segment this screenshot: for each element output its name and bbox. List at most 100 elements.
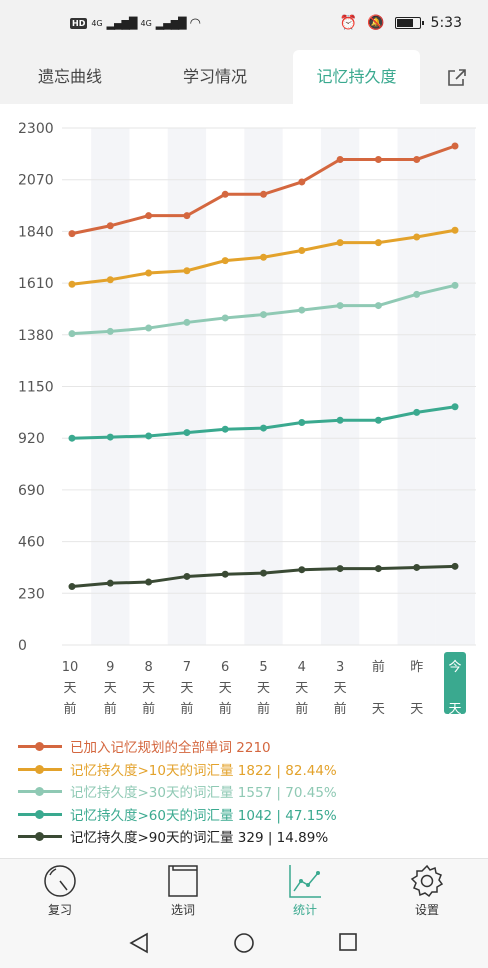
y-tick-label: 1150 <box>18 380 54 396</box>
x-tick-label: 前 <box>219 701 232 717</box>
data-point <box>68 434 76 442</box>
nav-statistics[interactable]: 统计 <box>265 859 345 921</box>
nav-statistics-label: 统计 <box>292 903 317 917</box>
data-point <box>413 408 421 416</box>
nav-settings[interactable]: 设置 <box>387 859 467 921</box>
data-point <box>68 280 76 288</box>
data-point <box>336 302 344 310</box>
x-tick-label: 7 <box>183 660 191 675</box>
tab-bar: 遗忘曲线 学习情况 记忆持久度 <box>0 50 488 104</box>
x-tick-label: 天 <box>180 681 193 696</box>
y-tick-label: 0 <box>18 638 27 654</box>
y-tick-label: 460 <box>18 535 45 551</box>
review-dial-icon <box>44 865 76 897</box>
data-point <box>183 267 191 275</box>
data-point <box>451 403 459 411</box>
data-point <box>298 418 306 426</box>
data-point <box>413 155 421 163</box>
data-point <box>413 290 421 298</box>
y-tick-label: 230 <box>18 586 45 602</box>
battery-level <box>396 19 413 27</box>
data-point <box>374 302 382 310</box>
data-point <box>336 416 344 424</box>
legend-marker <box>18 762 62 776</box>
data-point <box>183 429 191 437</box>
data-point <box>451 281 459 289</box>
data-point <box>145 324 153 332</box>
data-point <box>413 233 421 241</box>
data-point <box>106 327 114 335</box>
data-point <box>374 239 382 247</box>
legend-entry: 已加入记忆规划的全部单词 2210 <box>18 735 478 758</box>
legend-entry: 记忆持久度>30天的词汇量 1557 | 70.45% <box>18 780 478 803</box>
battery-icon <box>394 17 424 29</box>
data-point <box>260 569 267 577</box>
x-tick-label: 天 <box>448 702 461 717</box>
data-point <box>298 306 306 314</box>
system-nav-bar <box>0 920 488 968</box>
y-tick-label: 2070 <box>18 173 54 189</box>
x-tick-label: 4 <box>298 660 306 675</box>
x-tick-label: 前 <box>372 659 385 675</box>
share-icon[interactable] <box>447 69 467 87</box>
data-point <box>221 425 229 433</box>
mute-icon: 🔕 <box>367 15 385 31</box>
signal-icon-2: ▂▄▆█ <box>155 17 187 30</box>
legend-label: 已加入记忆规划的全部单词 2210 <box>70 740 271 757</box>
y-tick-label: 1380 <box>18 328 54 344</box>
recents-icon[interactable] <box>338 932 358 952</box>
stats-chart-icon <box>289 865 321 898</box>
data-point <box>451 562 459 570</box>
legend-entry: 记忆持久度>90天的词汇量 329 | 14.89% <box>18 825 478 848</box>
nav-review[interactable]: 复习 <box>20 859 100 921</box>
y-tick-label: 1610 <box>18 276 54 292</box>
data-point <box>221 190 229 198</box>
data-point <box>260 424 267 432</box>
status-left: HD 4G ▂▄▆█ 4G ▂▄▆█ ◠ <box>70 16 201 31</box>
status-right: ⏰ 🔕 5:33 <box>340 15 462 31</box>
data-point <box>374 155 382 163</box>
y-tick-label: 1840 <box>18 224 54 240</box>
network-type-1: 4G <box>91 19 103 28</box>
home-icon[interactable] <box>233 932 255 954</box>
x-tick-label: 天 <box>142 681 155 696</box>
x-tick-label: 9 <box>106 660 114 675</box>
x-tick-label: 前 <box>63 701 76 717</box>
x-tick-label: 今 <box>448 659 461 675</box>
x-tick-label: 3 <box>336 660 344 675</box>
x-tick-label: 前 <box>104 701 117 717</box>
data-point <box>451 142 459 150</box>
tab-learning-status[interactable]: 学习情况 <box>182 67 247 86</box>
data-point <box>183 212 191 220</box>
hd-badge: HD <box>70 18 88 29</box>
data-point <box>221 257 229 265</box>
x-tick-label: 5 <box>259 660 267 675</box>
data-point <box>68 230 76 238</box>
x-tick-label: 天 <box>295 681 308 696</box>
data-point <box>221 570 229 578</box>
data-point <box>68 330 76 338</box>
tab-memory-durability[interactable]: 记忆持久度 <box>293 50 420 104</box>
data-point <box>106 433 114 441</box>
data-point <box>260 311 267 319</box>
x-tick-label: 天 <box>63 681 76 696</box>
data-point <box>374 416 382 424</box>
x-tick-label: 6 <box>221 660 229 675</box>
x-tick-label: 前 <box>142 701 155 717</box>
x-tick-label: 天 <box>334 681 347 696</box>
x-tick-label: 前 <box>334 701 347 717</box>
y-tick-label: 920 <box>18 431 45 447</box>
back-icon[interactable] <box>128 932 150 954</box>
data-point <box>260 253 267 261</box>
data-point <box>374 565 382 573</box>
x-tick-label: 天 <box>372 702 385 717</box>
legend-marker <box>18 784 62 798</box>
x-tick-label: 天 <box>410 702 423 717</box>
nav-select-words[interactable]: 选词 <box>143 859 223 921</box>
y-tick-label: 690 <box>18 483 45 499</box>
memory-durability-chart: 230020701840161013801150920690460230010天… <box>18 121 476 717</box>
tab-forgetting-curve[interactable]: 遗忘曲线 <box>37 67 102 86</box>
data-point <box>260 190 267 198</box>
data-point <box>145 269 153 277</box>
x-tick-label: 天 <box>257 681 270 696</box>
